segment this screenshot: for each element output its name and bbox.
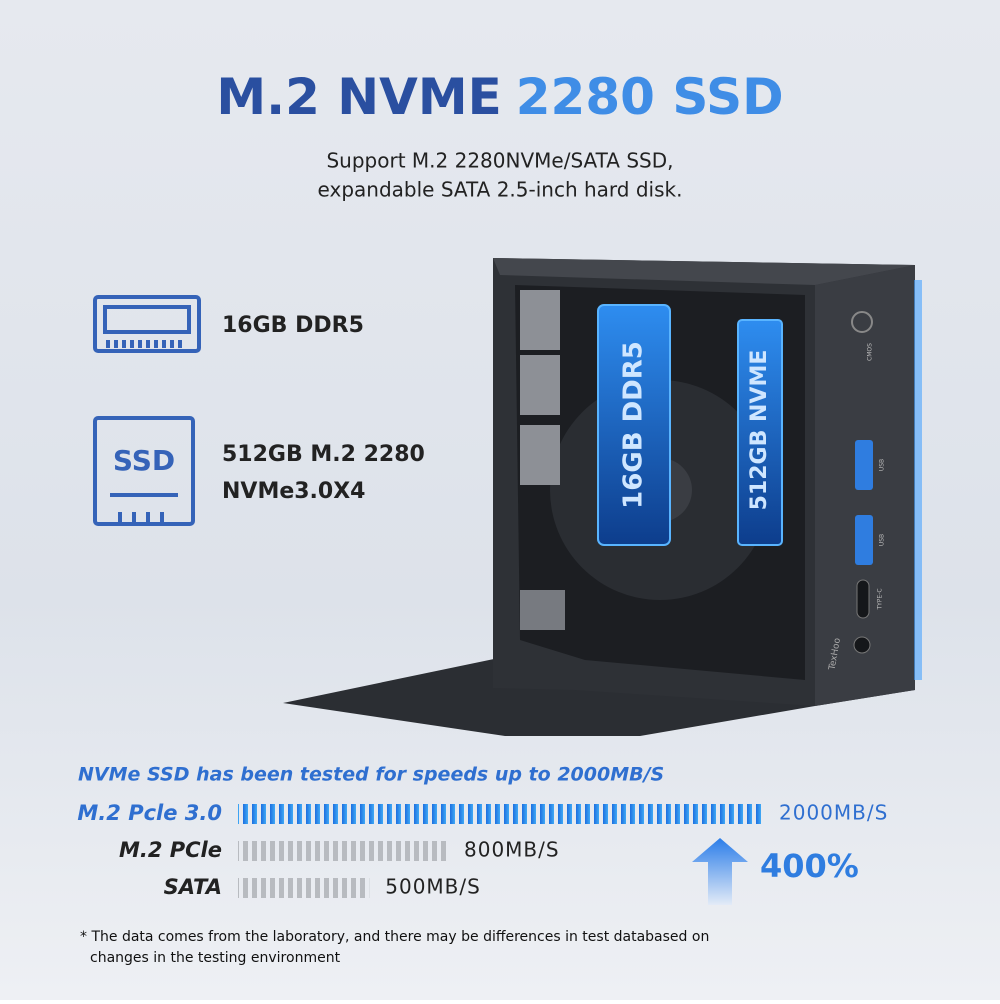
feature-text: NVMe3.0X4 <box>222 479 366 504</box>
subtitle: Support M.2 2280NVMe/SATA SSD, <box>326 149 673 173</box>
row-name: M.2 Pcle 3.0 <box>77 801 222 825</box>
feature-text: 512GB M.2 2280 <box>222 442 425 467</box>
gain: 400% <box>760 847 859 885</box>
ssd-label: 512GB NVME <box>747 350 772 511</box>
feature-text: 16GB DDR5 <box>222 313 364 338</box>
speed-bar <box>238 804 763 824</box>
port-label: USB <box>879 459 886 471</box>
speed-bar <box>238 841 448 861</box>
icon-text: SSD <box>113 444 175 477</box>
port-label: TYPE-C <box>877 588 884 610</box>
title-dark: M.2 NVME <box>216 68 501 126</box>
row-value: 500MB/S <box>385 875 481 899</box>
row-name: SATA <box>164 875 222 899</box>
port-label: CMOS <box>867 343 874 361</box>
ssd-icon <box>93 416 195 526</box>
ram-label: 16GB DDR5 <box>619 341 649 509</box>
arrow <box>692 838 748 905</box>
port-label: USB <box>879 534 886 546</box>
speed-rows: M.2 Pcle 3.0 2000MB/S M.2 PCle 800MB/S SATA 5… <box>77 801 888 900</box>
row-value: 800MB/S <box>464 838 560 862</box>
row-name: M.2 PCle <box>119 838 222 862</box>
subtitle: expandable SATA 2.5-inch hard disk. <box>318 178 683 202</box>
mini-pc <box>283 258 922 736</box>
footnote: changes in the testing environment <box>90 950 341 966</box>
speed-bar <box>238 878 370 898</box>
row-value: 2000MB/S <box>779 801 888 825</box>
title-light: 2280 SSD <box>516 68 784 126</box>
footnote: * The data comes from the laboratory, an… <box>80 929 709 945</box>
ram-icon <box>93 295 201 353</box>
title: M.2 NVME 2280 SSD <box>216 68 783 126</box>
speed-heading: NVMe SSD has been tested for speeds up t… <box>78 764 664 786</box>
